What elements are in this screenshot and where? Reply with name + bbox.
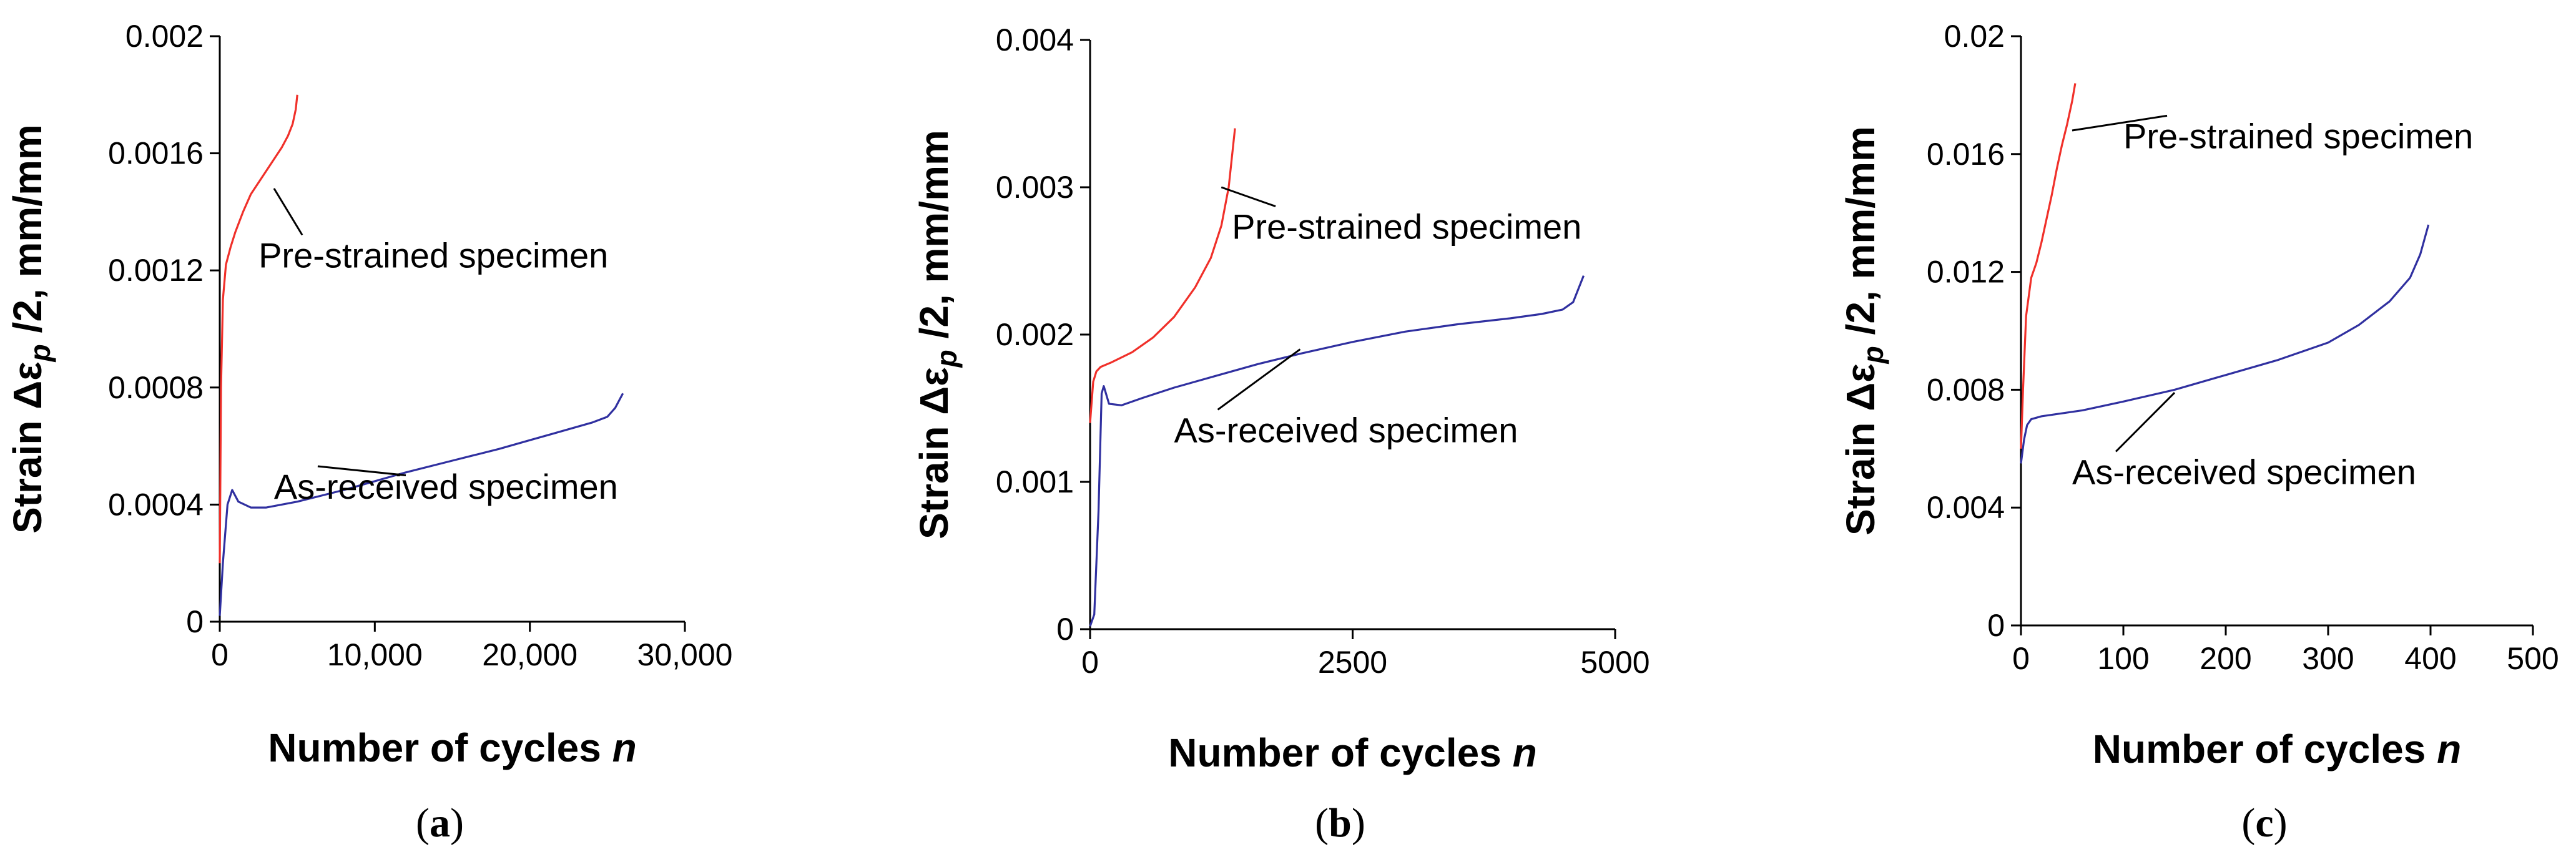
series-line-pre-strained [219,94,298,564]
x-tick-label: 400 [2404,641,2456,676]
x-tick-label: 2500 [1318,645,1387,680]
y-tick-label: 0.001 [996,464,1074,499]
panel-label: (b) [1315,800,1365,846]
x-axis-title: Number of cycles n [1168,730,1536,775]
x-tick-label: 0 [1081,645,1099,680]
series-line-pre-strained [1089,128,1236,423]
x-axis-title: Number of cycles n [2093,727,2461,771]
y-tick-label: 0.02 [1944,19,2005,54]
x-tick-label: 300 [2302,641,2354,676]
annotation-label: Pre-strained specimen [258,236,608,275]
y-tick-label: 0.008 [1927,372,2005,407]
annotation-label: As-received specimen [1174,410,1518,449]
x-axis-title: Number of cycles n [268,725,636,770]
x-tick-label: 100 [2097,641,2149,676]
y-tick-label: 0.0008 [108,370,204,405]
y-tick-label: 0.0012 [108,253,204,288]
x-tick-label: 500 [2507,641,2559,676]
annotation-label: As-received specimen [2072,452,2416,491]
y-tick-label: 0 [1987,608,2005,643]
panel-c: 0 0.004 0.008 0.012 0.016 0.02 0 100 200 300 400 50… [1838,19,2559,846]
x-tick-label: 0 [211,637,229,672]
y-tick-label: 0 [186,604,204,639]
y-axis-title: Strain Δεp /2, mm/mm [912,130,963,539]
y-tick-label: 0 [1056,612,1074,647]
panel-a: 0 0.0004 0.0008 0.0012 0.0016 0.002 0 10,000 20,… [5,19,732,846]
x-tick-label: 200 [2200,641,2251,676]
y-tick-label: 0.0016 [108,136,204,171]
x-tick-label: 5000 [1580,645,1649,680]
y-tick-label: 0.0004 [108,487,204,522]
annotation-leader [1221,186,1276,208]
y-tick-label: 0.004 [1927,490,2005,525]
y-tick-label: 0.004 [996,22,1074,57]
series-line-as-received [2020,224,2430,464]
y-tick-label: 0.002 [125,19,204,54]
annotation-leader [273,188,303,236]
x-tick-label: 30,000 [637,637,733,672]
annotation-leader [2115,392,2176,453]
y-tick-label: 0.003 [996,170,1074,205]
annotation-label: Pre-strained specimen [2123,116,2473,155]
series-line-as-received [219,393,624,616]
x-tick-label: 0 [2012,641,2030,676]
annotation-leader [1217,348,1301,411]
y-axis-title: Strain Δεp /2, mm/mm [1838,126,1889,536]
series-line-as-received [1089,275,1585,627]
y-axis-title: Strain Δεp /2, mm/mm [5,124,56,534]
annotation-leader [2072,114,2168,132]
y-tick-label: 0.012 [1927,255,2005,290]
annotation-leader [317,465,406,476]
annotation-label: As-received specimen [274,467,618,506]
x-tick-label: 20,000 [482,637,578,672]
series-line-pre-strained [2020,83,2077,449]
x-tick-label: 10,000 [327,637,423,672]
panel-label: (c) [2241,800,2287,846]
y-tick-label: 0.016 [1927,137,2005,172]
y-tick-label: 0.002 [996,317,1074,352]
annotation-label: Pre-strained specimen [1232,207,1581,247]
panel-b: 0 0.001 0.002 0.003 0.004 0 2500 5000 Pre-strain… [912,22,1650,846]
panel-label: (a) [416,800,464,846]
